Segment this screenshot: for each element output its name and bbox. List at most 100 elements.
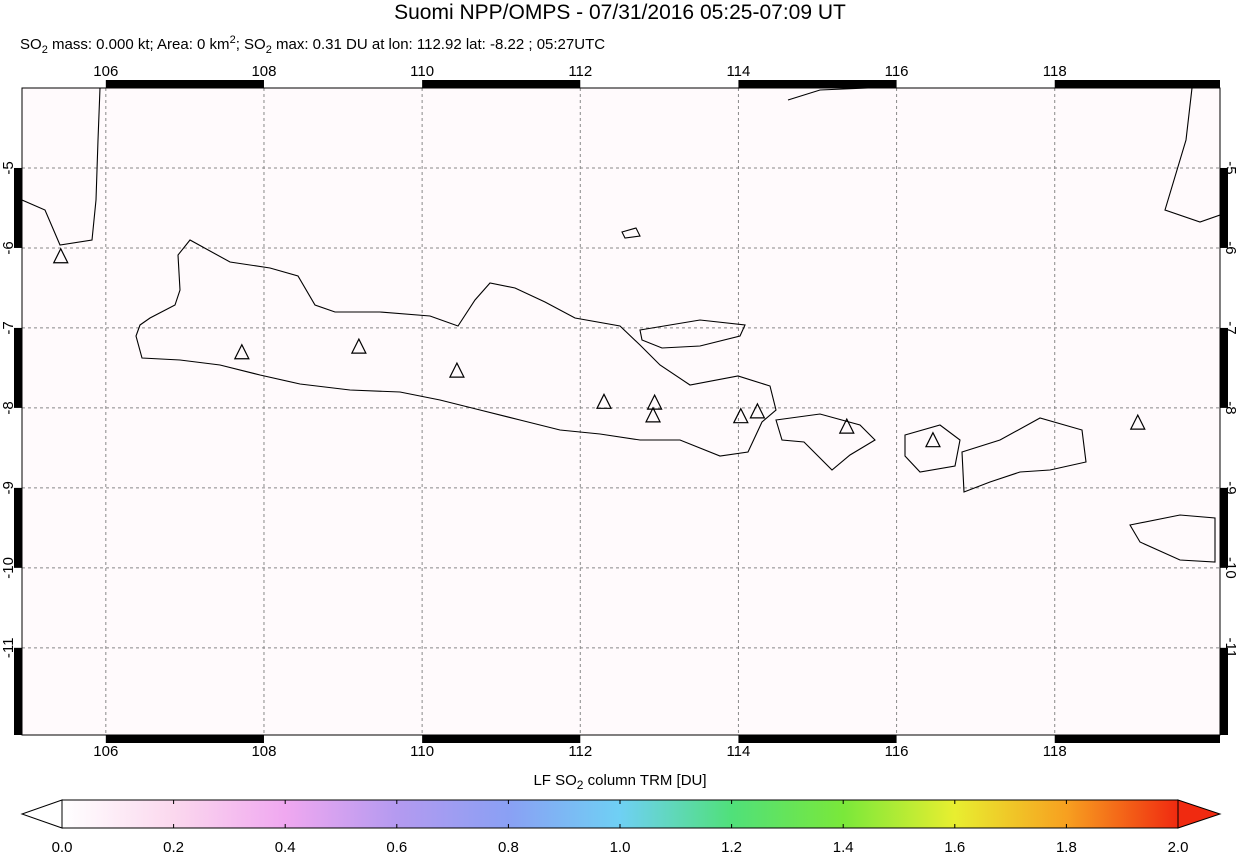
frame-stripe (1054, 80, 1220, 88)
y-tick-label: -9 (1222, 481, 1239, 494)
volcano (596, 392, 612, 409)
map-area (22, 88, 1220, 735)
volcano (1129, 413, 1146, 430)
label-sub: 2 (577, 778, 584, 792)
coast-madura (639, 319, 746, 349)
x-tick-label: 118 (1043, 743, 1067, 760)
coast-java (135, 239, 777, 457)
volcano (448, 361, 465, 378)
x-tick-label: 106 (93, 743, 118, 760)
colorbar-tick-label: 0.0 (52, 839, 73, 855)
coast-bali (775, 413, 876, 471)
volcano (52, 247, 69, 264)
coast-borneo (787, 88, 869, 101)
subtitle-sub: 2 (266, 44, 272, 56)
coast-sulawesi (1164, 88, 1220, 223)
colorbar-tick-label: 0.6 (386, 839, 407, 855)
colorbar-label: LF SO2 column TRM [DU] (533, 772, 706, 792)
y-tick-label: -9 (0, 481, 17, 494)
colorbar-tick-label: 0.4 (275, 839, 296, 855)
x-tick-label: 114 (726, 63, 750, 80)
subtitle-part: SO (20, 36, 42, 53)
y-tick-label: -10 (0, 557, 17, 579)
volcano (924, 431, 941, 448)
y-tick-label: -7 (1222, 321, 1239, 334)
x-tick-label: 116 (885, 63, 909, 80)
volcano (645, 406, 661, 423)
frame-stripe (1054, 735, 1220, 743)
colorbar-tick-label: 1.2 (721, 839, 742, 855)
colorbar-bar (61, 799, 1179, 829)
frame-ticks (14, 80, 1228, 743)
x-tick-label: 108 (251, 63, 276, 80)
subtitle: SO2 mass: 0.000 kt; Area: 0 km2; SO2 max… (20, 34, 605, 56)
subtitle-sup: 2 (230, 34, 236, 46)
y-tick-label: -6 (0, 241, 17, 254)
y-tick-label: -11 (0, 638, 17, 659)
colorbar-low-arrow (20, 799, 63, 829)
y-tick-label: -5 (1222, 161, 1239, 174)
x-tick-label: 110 (410, 743, 434, 760)
subtitle-part: max: 0.31 DU at lon: 112.92 lat: -8.22 ;… (272, 36, 605, 53)
frame-stripe (738, 735, 897, 743)
x-tick-label: 110 (410, 63, 434, 80)
volcano (646, 393, 663, 410)
label-part: LF SO (533, 772, 576, 789)
y-tick-label: -6 (1222, 241, 1239, 254)
colorbar-tick-label: 2.0 (1168, 839, 1189, 855)
y-tick-label: -7 (0, 321, 17, 334)
y-tick-label: -11 (1222, 638, 1239, 659)
y-tick-label: -5 (0, 161, 17, 174)
coast-sumba (1129, 514, 1216, 563)
frame-stripe (738, 80, 897, 88)
y-tick-label: -10 (1222, 557, 1239, 579)
coastlines (22, 88, 1220, 563)
x-tick-label: 106 (93, 63, 118, 80)
volcano (233, 343, 250, 360)
colorbar-tick-label: 1.4 (833, 839, 854, 855)
subtitle-part: mass: 0.000 kt; Area: 0 km (48, 36, 230, 53)
frame-stripe (14, 167, 22, 248)
frame-stripe (14, 647, 22, 735)
frame-stripe (422, 80, 581, 88)
x-tick-label: 114 (726, 743, 750, 760)
frame-stripe (422, 735, 581, 743)
subtitle-part: ; SO (236, 36, 266, 53)
frame-stripe (14, 327, 22, 408)
map-frame (21, 87, 1221, 736)
colorbar-tick-label: 0.2 (163, 839, 184, 855)
frame-stripe (1220, 487, 1228, 568)
grid (22, 88, 1220, 735)
colorbar-tick-label: 1.0 (610, 839, 631, 855)
frame-stripe (105, 80, 264, 88)
colorbar-tick-label: 1.6 (944, 839, 965, 855)
volcanoes (52, 247, 1146, 448)
y-tick-label: -8 (1222, 401, 1239, 414)
volcano (749, 402, 766, 419)
coast-sumbawa (961, 417, 1087, 493)
x-tick-label: 112 (568, 743, 592, 760)
label-part: column TRM [DU] (583, 772, 706, 789)
coast-sumatra (22, 88, 101, 246)
frame-stripe (1220, 167, 1228, 248)
frame-stripe (105, 735, 264, 743)
frame-stripe (1220, 327, 1228, 408)
colorbar-tick-label: 0.8 (498, 839, 519, 855)
x-tick-label: 116 (885, 743, 909, 760)
x-tick-label: 118 (1043, 63, 1067, 80)
colorbar-tick-label: 1.8 (1056, 839, 1077, 855)
volcano (732, 407, 749, 424)
volcano (350, 337, 367, 354)
coast-lombok (904, 424, 961, 473)
map-background (22, 88, 1220, 735)
y-tick-label: -8 (0, 401, 17, 414)
frame-stripe (14, 487, 22, 568)
x-tick-label: 108 (251, 743, 276, 760)
volcano (838, 417, 855, 434)
x-tick-label: 112 (568, 63, 592, 80)
subtitle-sub: 2 (42, 44, 48, 56)
coast-island (621, 227, 641, 239)
frame-stripe (1220, 647, 1228, 735)
colorbar: LF SO2 column TRM [DU] 0.0 0.2 0.4 0.6 0.8 1.… (20, 772, 1222, 855)
